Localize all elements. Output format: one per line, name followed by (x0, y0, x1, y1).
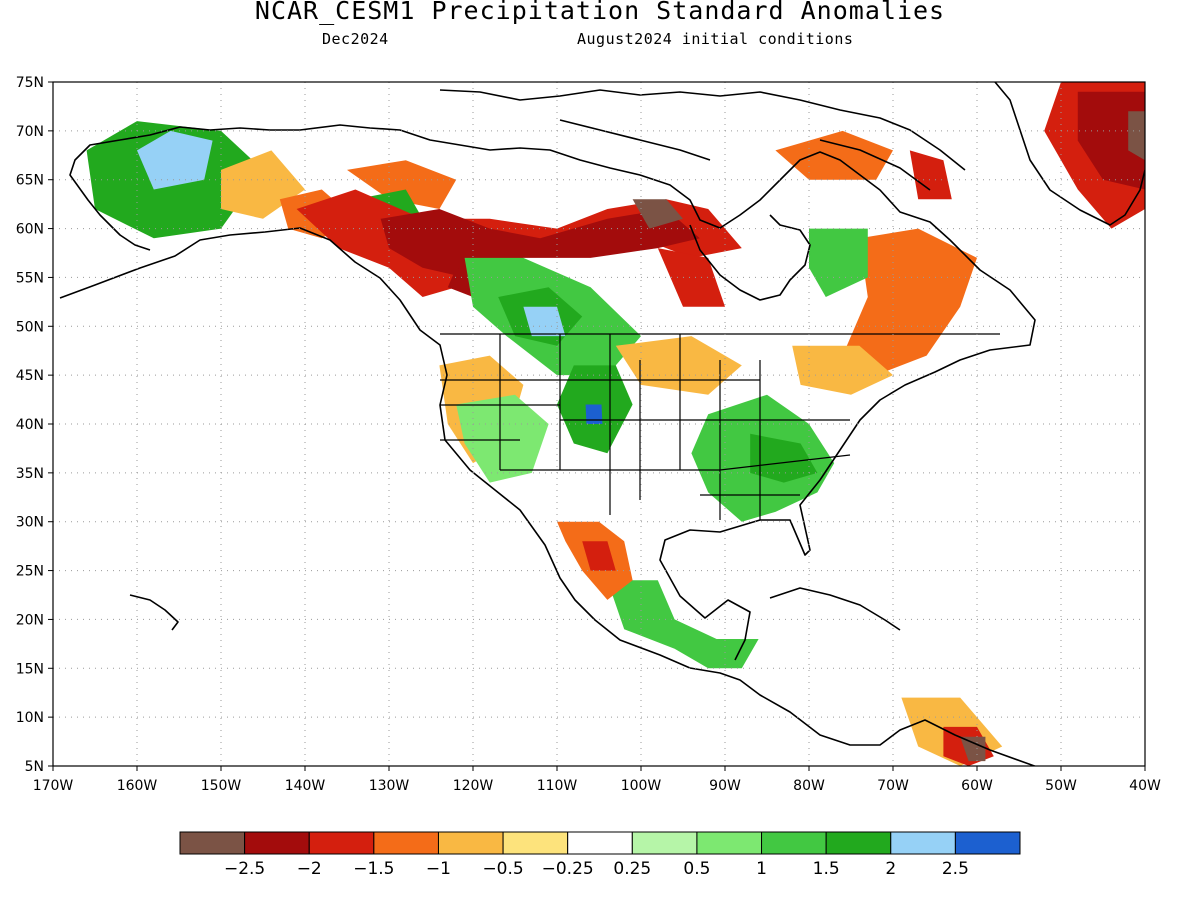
anomaly-region-4 (347, 160, 457, 209)
lon-tick-label: 50W (1045, 778, 1077, 794)
lat-tick-label: 45N (16, 368, 44, 384)
graticule (53, 82, 1145, 766)
lon-tick-label: 120W (453, 778, 494, 794)
anomaly-region-15 (523, 306, 566, 337)
lat-tick-label: 20N (16, 612, 44, 628)
colorbar-swatch (696, 831, 763, 855)
anomaly-region-1 (137, 130, 213, 190)
colorbar-label: 0.25 (613, 859, 651, 879)
colorbar-swatch (437, 831, 504, 855)
chart-title: NCAR_CESM1 Precipitation Standard Anomal… (254, 0, 946, 25)
lon-tick-label: 60W (961, 778, 993, 794)
anomaly-region-33 (456, 394, 549, 483)
lat-tick-label: 55N (16, 270, 44, 286)
lat-tick-label: 60N (16, 222, 44, 238)
anomaly-region-7 (380, 209, 700, 278)
anomaly-region-23 (842, 228, 977, 376)
colorbar-label: −2.5 (224, 859, 265, 879)
colorbar-swatch (825, 831, 892, 855)
lat-tick-label: 50N (16, 319, 44, 335)
anomaly-region-10 (657, 248, 725, 307)
colorbar-swatch (567, 831, 633, 855)
arctic-islands-coastline (439, 89, 966, 191)
anomaly-region-17 (585, 404, 603, 424)
lon-tick-label: 170W (33, 778, 74, 794)
colorbar-label: −0.5 (482, 859, 523, 879)
colorbar-swatch (890, 831, 956, 855)
anomaly-region-22 (582, 541, 616, 571)
north-america-coastline (59, 227, 1037, 766)
colorbar-swatch (179, 831, 246, 855)
lat-tick-label: 40N (16, 417, 44, 433)
hawaii-coastline (129, 594, 179, 631)
lon-tick-label: 110W (537, 778, 578, 794)
colorbar-label: −1.5 (353, 859, 394, 879)
lon-tick-label: 160W (117, 778, 158, 794)
lat-tick-label: 75N (16, 75, 44, 91)
state-borders (440, 333, 1000, 520)
greenland-coastline (994, 82, 1145, 226)
anomaly-region-24 (792, 345, 893, 395)
colorbar-swatch (373, 831, 439, 855)
colorbar-swatch (244, 831, 310, 855)
colorbar-label: −0.25 (542, 859, 594, 879)
colorbar-swatch (308, 831, 375, 855)
colorbar-label: −1 (426, 859, 451, 879)
colorbar-label: 1 (756, 859, 767, 879)
coastline-layer (59, 82, 1145, 766)
colorbar-label: 0.5 (683, 859, 710, 879)
lon-tick-label: 130W (369, 778, 410, 794)
lon-tick-label: 40W (1129, 778, 1161, 794)
lat-tick-label: 5N (25, 759, 44, 775)
lat-tick-label: 35N (16, 466, 44, 482)
axis-ticks: 75N 70N 65N 60N 55N 50N 45N 40N 35N 30N 25N 20N 15N 1… (16, 75, 1161, 794)
lat-tick-label: 10N (16, 710, 44, 726)
anomaly-region-28 (1128, 111, 1145, 161)
cuba-coastline (769, 587, 901, 631)
colorbar-label: 2.5 (942, 859, 969, 879)
colorbar-swatch (954, 831, 1021, 855)
lon-tick-label: 90W (709, 778, 741, 794)
lon-tick-label: 70W (877, 778, 909, 794)
lat-tick-label: 25N (16, 564, 44, 580)
lon-tick-label: 80W (793, 778, 825, 794)
lat-tick-label: 65N (16, 173, 44, 189)
lat-tick-label: 30N (16, 515, 44, 531)
colorbar-swatch (761, 831, 827, 855)
lat-tick-label: 70N (16, 124, 44, 140)
anomaly-region-19 (750, 433, 818, 483)
lon-tick-label: 140W (285, 778, 326, 794)
anomaly-region-20 (607, 580, 759, 669)
anomaly-region-12 (909, 150, 952, 200)
colorbar-label: 1.5 (813, 859, 840, 879)
colorbar-legend: −2.5 −2 −1.5 −1 −0.5 −0.25 0.25 0.5 1 1.5 2 2.5 (179, 831, 1021, 879)
colorbar-swatch (631, 831, 698, 855)
anomaly-region-25 (809, 228, 868, 297)
valid-month-label: Dec2024 (322, 30, 389, 48)
colorbar-swatch (502, 831, 569, 855)
north-america-east-coastline (69, 124, 1036, 661)
hudson-bay-coastline (689, 214, 811, 301)
lon-tick-label: 100W (621, 778, 662, 794)
anomaly-region-34 (615, 336, 742, 395)
lon-tick-label: 150W (201, 778, 242, 794)
anomaly-region-31 (960, 736, 986, 762)
anomaly-fill-layer (86, 82, 1145, 766)
colorbar-label: −2 (297, 859, 322, 879)
anomaly-region-11 (775, 130, 893, 180)
anomaly-region-8 (632, 199, 683, 229)
lat-tick-label: 15N (16, 661, 44, 677)
initial-conditions-label: August2024 initial conditions (577, 30, 854, 48)
colorbar-label: 2 (885, 859, 896, 879)
